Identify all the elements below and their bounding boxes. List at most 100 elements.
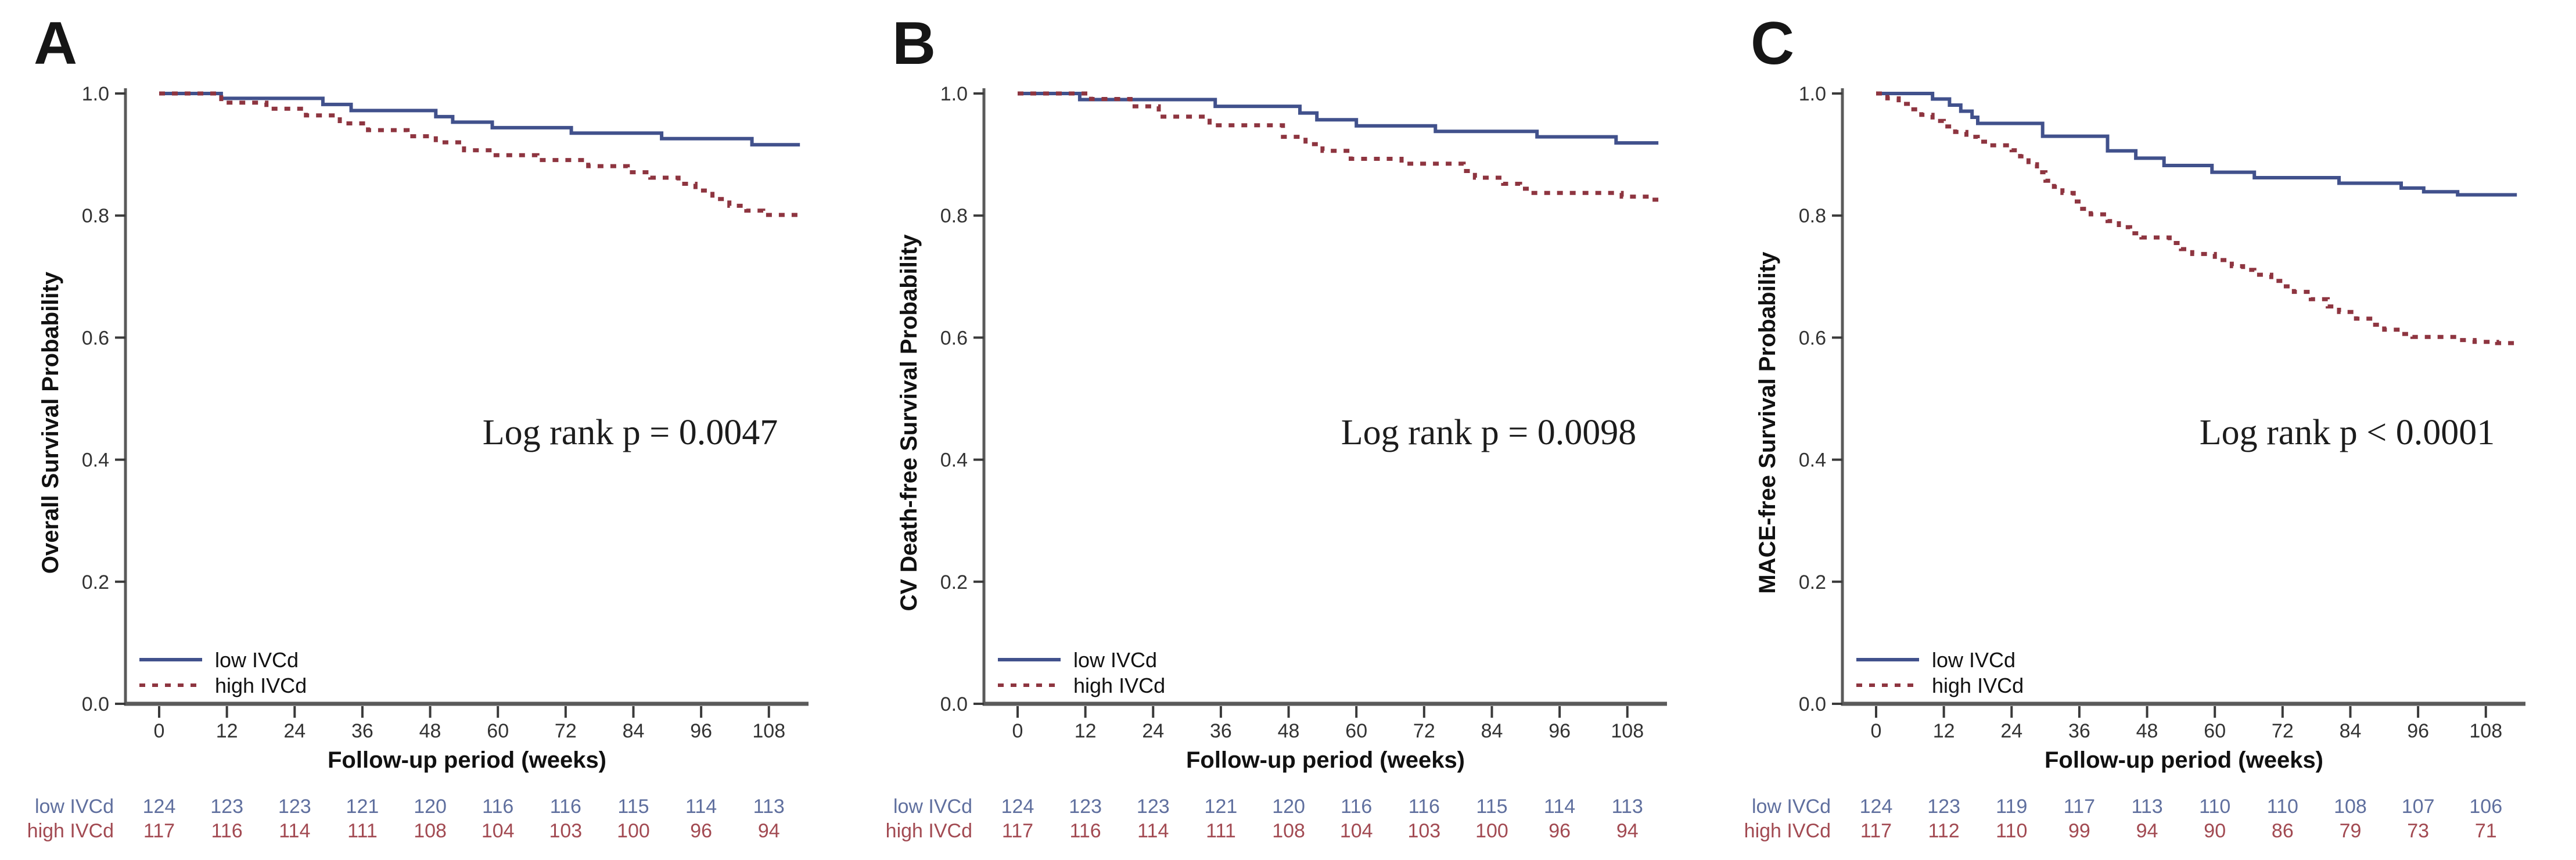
risk-count: 116	[482, 796, 513, 818]
risk-row-label: high IVCd	[1744, 820, 1831, 842]
x-tick-label: 48	[419, 720, 441, 742]
legend-label: low IVCd	[1932, 648, 2015, 672]
x-tick-label: 12	[1075, 720, 1097, 742]
x-tick-label: 12	[216, 720, 238, 742]
risk-count: 124	[1001, 796, 1034, 818]
km-chart-overall-survival: A 0.0 0.2 0.4 0.6 0.8 1.0 0 12 24 36 48 60 72 84 96 108 F…	[27, 10, 809, 842]
x-tick-label: 60	[2204, 720, 2226, 742]
risk-count: 103	[549, 820, 582, 842]
panel-letter: A	[34, 10, 77, 77]
risk-count: 110	[1996, 820, 2027, 842]
risk-row-label: low IVCd	[35, 796, 114, 818]
curve-high-IVCd	[159, 91, 802, 218]
risk-count: 121	[1205, 796, 1238, 818]
risk-count: 114	[279, 820, 310, 842]
x-tick-label: 24	[283, 720, 306, 742]
x-tick-label: 36	[1210, 720, 1232, 742]
curve-high-IVCd	[1018, 91, 1659, 202]
y-tick-label: 0.0	[1799, 693, 1826, 715]
risk-count: 100	[617, 820, 650, 842]
risk-count: 73	[2407, 820, 2429, 842]
y-tick-label: 0.6	[1799, 327, 1826, 349]
panel-letter: C	[1751, 10, 1794, 77]
x-axis-title: Follow-up period (weeks)	[1186, 747, 1465, 773]
risk-count: 113	[2131, 796, 2162, 818]
risk-count: 117	[1860, 820, 1892, 842]
y-tick-label: 1.0	[940, 83, 968, 105]
y-tick-label: 0.8	[1799, 205, 1826, 227]
legend-label: low IVCd	[215, 648, 299, 672]
risk-count: 96	[1549, 820, 1571, 842]
km-chart-mace-free-survival: C 0.0 0.2 0.4 0.6 0.8 1.0 0 12 24 36 48 60 72 84 96 108 F…	[1744, 10, 2525, 842]
risk-count: 116	[550, 796, 581, 818]
risk-count: 107	[2402, 796, 2435, 818]
panel-cv-death-free-survival: B 0.0 0.2 0.4 0.6 0.8 1.0 0 12 24 36 48 60 72 84 96 108 F…	[858, 0, 1717, 860]
risk-count: 96	[690, 820, 712, 842]
risk-count: 111	[347, 820, 378, 842]
risk-count: 71	[2475, 820, 2497, 842]
y-tick-label: 0.4	[940, 449, 968, 472]
risk-count: 106	[2469, 796, 2502, 818]
risk-count: 114	[1544, 796, 1575, 818]
y-tick-label: 0.4	[1799, 449, 1826, 472]
x-tick-label: 108	[2469, 720, 2502, 742]
risk-count: 114	[1137, 820, 1169, 842]
risk-row-label: high IVCd	[886, 820, 972, 842]
panel-mace-free-survival: C 0.0 0.2 0.4 0.6 0.8 1.0 0 12 24 36 48 60 72 84 96 108 F…	[1717, 0, 2575, 860]
risk-count: 117	[2064, 796, 2095, 818]
risk-count: 104	[482, 820, 515, 842]
log-rank-annotation: Log rank p = 0.0047	[483, 413, 778, 452]
risk-count: 108	[1272, 820, 1305, 842]
x-axis-title: Follow-up period (weeks)	[328, 747, 606, 773]
curve-high-IVCd	[1876, 91, 2517, 346]
x-tick-label: 72	[1413, 720, 1435, 742]
risk-count: 94	[1616, 820, 1639, 842]
legend-label: high IVCd	[1073, 674, 1165, 697]
risk-count: 117	[143, 820, 175, 842]
risk-count: 119	[1996, 796, 2027, 818]
panel-overall-survival: A 0.0 0.2 0.4 0.6 0.8 1.0 0 12 24 36 48 60 72 84 96 108 F…	[0, 0, 858, 860]
curve-low-IVCd	[1876, 92, 2517, 197]
curve-low-IVCd	[1018, 92, 1659, 145]
risk-count: 100	[1475, 820, 1508, 842]
y-tick-label: 0.6	[82, 327, 109, 349]
x-tick-label: 84	[1481, 720, 1503, 742]
risk-count: 116	[1070, 820, 1101, 842]
risk-count: 120	[1272, 796, 1305, 818]
risk-count: 99	[2068, 820, 2090, 842]
x-tick-label: 72	[2272, 720, 2294, 742]
curve-low-IVCd	[159, 92, 800, 147]
y-tick-label: 0.8	[82, 205, 109, 227]
x-tick-label: 12	[1933, 720, 1955, 742]
x-tick-label: 0	[1012, 720, 1023, 742]
risk-count: 123	[1069, 796, 1102, 818]
risk-count: 104	[1340, 820, 1373, 842]
x-tick-label: 36	[351, 720, 373, 742]
risk-count: 123	[210, 796, 243, 818]
x-tick-label: 60	[487, 720, 509, 742]
risk-count: 120	[414, 796, 447, 818]
legend-label: high IVCd	[1932, 674, 2024, 697]
x-tick-label: 108	[752, 720, 785, 742]
risk-count: 116	[1341, 796, 1372, 818]
x-tick-label: 24	[2000, 720, 2022, 742]
y-tick-label: 1.0	[1799, 83, 1826, 105]
y-tick-label: 0.0	[82, 693, 109, 715]
x-tick-label: 84	[2340, 720, 2362, 742]
risk-row-label: low IVCd	[893, 796, 972, 818]
risk-count: 116	[211, 820, 243, 842]
legend-label: low IVCd	[1073, 648, 1157, 672]
y-tick-label: 1.0	[82, 83, 109, 105]
y-tick-label: 0.2	[1799, 571, 1826, 593]
risk-count: 94	[2136, 820, 2158, 842]
x-axis-title: Follow-up period (weeks)	[2045, 747, 2323, 773]
risk-count: 79	[2340, 820, 2362, 842]
y-tick-label: 0.6	[940, 327, 968, 349]
x-tick-label: 24	[1142, 720, 1164, 742]
x-tick-label: 84	[623, 720, 645, 742]
km-chart-cv-death-free-survival: B 0.0 0.2 0.4 0.6 0.8 1.0 0 12 24 36 48 60 72 84 96 108 F…	[886, 10, 1667, 842]
x-tick-label: 48	[1278, 720, 1300, 742]
y-tick-label: 0.0	[940, 693, 968, 715]
risk-count: 111	[1206, 820, 1236, 842]
risk-count: 112	[1928, 820, 1960, 842]
